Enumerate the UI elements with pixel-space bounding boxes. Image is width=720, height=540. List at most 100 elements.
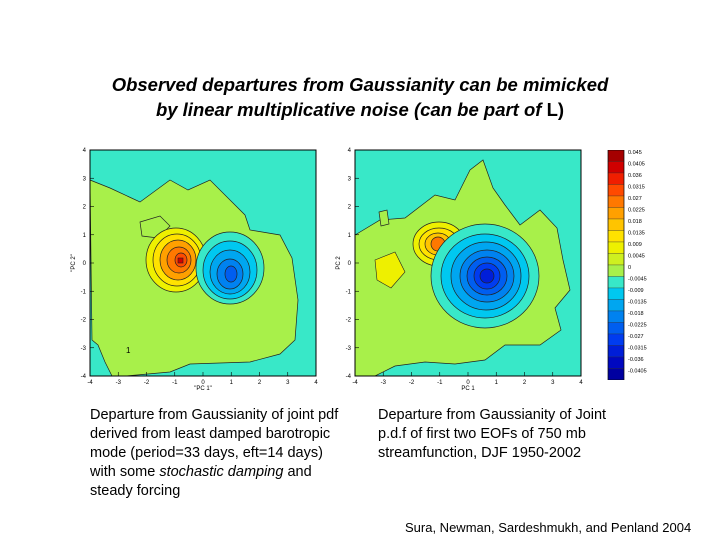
y-tick-label: 3 xyxy=(83,176,87,182)
colorbar-label: 0 xyxy=(628,265,631,271)
colorbar-swatch xyxy=(607,184,625,197)
colorbar-frame xyxy=(607,150,625,380)
colorbar-label: -0.0315 xyxy=(628,346,647,352)
x-tick-label: -3 xyxy=(381,380,387,386)
negative-lobe-core xyxy=(479,268,495,284)
title-line-1: Observed departures from Gaussianity can… xyxy=(111,74,609,95)
colorbar: 0.045 0.0405 0.036 0.0315 0.027 0.0225 0.018 0.… xyxy=(607,150,647,380)
colorbar-label: 0.036 xyxy=(628,173,642,179)
colorbar-swatch xyxy=(607,322,625,335)
colorbar-label: -0.0045 xyxy=(628,277,647,283)
x-tick-label: 3 xyxy=(286,380,290,386)
colorbar-label: -0.018 xyxy=(628,311,644,317)
x-tick-label: 4 xyxy=(579,380,583,386)
colorbar-label: -0.036 xyxy=(628,357,644,363)
x-tick-label: -3 xyxy=(116,380,122,386)
y-tick-label: -3 xyxy=(81,346,87,352)
left-contour-plot: 1 -4 -3 -2 -1 0 1 2 3 4 4 3 2 1 0 -1 -2 -3 -4 "PC 1" "PC … xyxy=(71,148,319,392)
y-tick-label: -3 xyxy=(346,346,352,352)
left-caption-text-1: Departure from Gaussianity of joint pdf … xyxy=(90,407,339,480)
x-tick-label: -4 xyxy=(87,380,93,386)
colorbar-label: 0.027 xyxy=(628,196,642,202)
x-tick-label: 4 xyxy=(314,380,318,386)
colorbar-label: -0.0225 xyxy=(628,323,647,329)
y-tick-label: -4 xyxy=(346,374,352,380)
x-tick-label: 0 xyxy=(466,380,470,386)
colorbar-swatch xyxy=(607,333,625,346)
colorbar-label: -0.027 xyxy=(628,334,644,340)
colorbar-label: 0.045 xyxy=(628,150,642,156)
y-tick-label: -1 xyxy=(81,289,87,295)
contour-small-loop xyxy=(378,209,390,227)
colorbar-swatch xyxy=(607,299,625,312)
contour-annotation: 1 xyxy=(126,346,131,355)
colorbar-label: 0.0225 xyxy=(628,208,645,214)
y-tick-label: 0 xyxy=(83,261,87,267)
colorbar-swatch xyxy=(607,368,625,380)
colorbar-label: 0.0045 xyxy=(628,254,645,260)
x-tick-label: -2 xyxy=(144,380,150,386)
x-tick-label: 2 xyxy=(258,380,262,386)
left-caption-text-2: and steady forcing xyxy=(90,464,312,499)
x-tick-label: -2 xyxy=(409,380,415,386)
colorbar-swatch xyxy=(607,161,625,174)
colorbar-swatch xyxy=(607,241,625,254)
colorbar-swatch xyxy=(607,230,625,243)
y-tick-label: -1 xyxy=(346,289,352,295)
title-line-2: by linear multiplicative noise (can be p… xyxy=(40,97,680,122)
y-tick-label: 1 xyxy=(83,233,87,239)
colorbar-swatch xyxy=(607,218,625,231)
y-tick-label: -4 xyxy=(81,374,87,380)
colorbar-label: -0.0135 xyxy=(628,300,647,306)
colorbar-swatch xyxy=(607,276,625,289)
x-tick-label: -1 xyxy=(172,380,178,386)
y-tick-label: 2 xyxy=(348,205,352,211)
colorbar-label: -0.009 xyxy=(628,288,644,294)
y-axis-label: PC 2 xyxy=(336,256,342,270)
colorbar-swatch xyxy=(607,150,625,162)
y-tick-label: -2 xyxy=(81,318,87,324)
left-tick-group: -4 -3 -2 -1 0 1 2 3 4 4 3 2 1 0 -1 -2 -3 -4 xyxy=(81,148,319,386)
title-line-2-italic: by linear multiplicative noise (can be p… xyxy=(155,99,547,120)
x-axis-label: PC 1 xyxy=(461,386,475,392)
y-tick-label: 4 xyxy=(348,148,352,154)
colorbar-swatch xyxy=(607,345,625,358)
colorbar-swatch xyxy=(607,287,625,300)
x-tick-label: 2 xyxy=(523,380,527,386)
y-tick-label: 0 xyxy=(348,261,352,267)
colorbar-label: 0.0405 xyxy=(628,162,645,168)
negative-lobe-core xyxy=(224,265,238,283)
left-caption-italic: stochastic damping xyxy=(159,464,284,480)
x-tick-label: 1 xyxy=(230,380,234,386)
x-tick-label: -1 xyxy=(437,380,443,386)
x-tick-label: 3 xyxy=(551,380,555,386)
colorbar-label: 0.018 xyxy=(628,219,642,225)
colorbar-swatch xyxy=(607,253,625,266)
colorbar-swatch xyxy=(607,310,625,323)
colorbar-swatch xyxy=(607,195,625,208)
colorbar-label: 0.0135 xyxy=(628,231,645,237)
right-tick-group: -4 -3 -2 -1 0 1 2 3 4 4 3 2 1 0 -1 -2 -3 -4 xyxy=(346,148,584,386)
colorbar-label: 0.0315 xyxy=(628,185,645,191)
y-tick-label: -2 xyxy=(346,318,352,324)
y-axis-label: "PC 2" xyxy=(71,254,77,272)
colorbar-swatches: 0.045 0.0405 0.036 0.0315 0.027 0.0225 0.018 0.… xyxy=(607,150,647,380)
credit-line: Sura, Newman, Sardeshmukh, and Penland 2… xyxy=(405,520,692,535)
right-caption: Departure from Gaussianity of Joint p.d.… xyxy=(378,407,607,461)
colorbar-swatch xyxy=(607,172,625,185)
slide-title: Observed departures from Gaussianity can… xyxy=(40,72,680,122)
colorbar-label: 0.009 xyxy=(628,242,642,248)
title-line-2-upright: L) xyxy=(546,99,565,120)
contour-left-patch xyxy=(374,251,406,289)
x-axis-label: "PC 1" xyxy=(194,386,212,392)
right-contour-plot: -4 -3 -2 -1 0 1 2 3 4 4 3 2 1 0 -1 -2 -3 -4 PC 1 PC 2 xyxy=(336,148,584,392)
left-caption: Departure from Gaussianity of joint pdf … xyxy=(90,406,345,501)
y-tick-label: 1 xyxy=(348,233,352,239)
x-tick-label: 1 xyxy=(495,380,499,386)
colorbar-label: -0.0405 xyxy=(628,369,647,375)
x-tick-label: 0 xyxy=(201,380,205,386)
colorbar-swatch xyxy=(607,264,625,277)
y-tick-label: 2 xyxy=(83,205,87,211)
colorbar-swatch xyxy=(607,207,625,220)
y-tick-label: 3 xyxy=(348,176,352,182)
